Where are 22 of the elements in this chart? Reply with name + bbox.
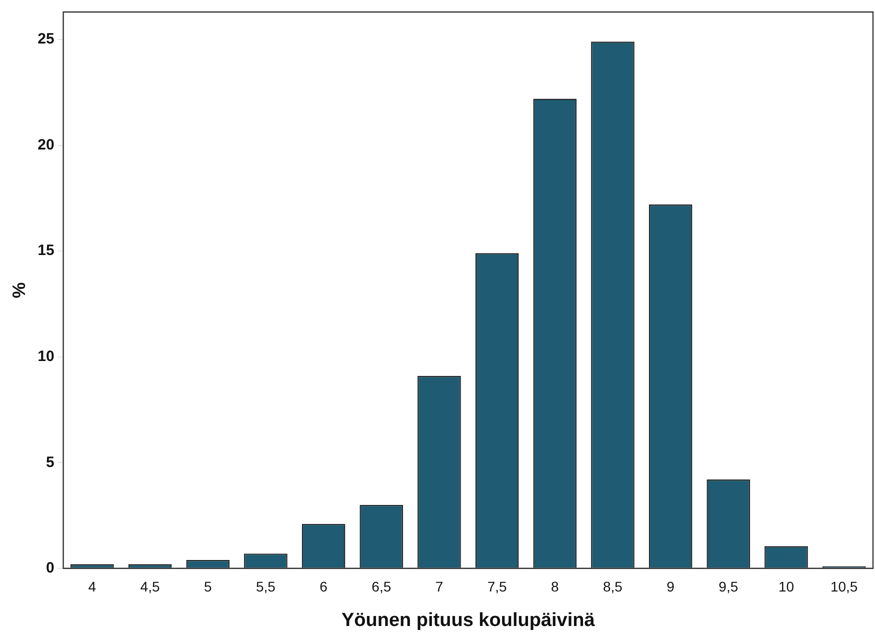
x-tick-label: 4: [88, 578, 96, 595]
x-tick-label: 7: [435, 578, 444, 595]
x-tick-label: 10,5: [830, 578, 858, 595]
y-tick-label: 20: [38, 136, 54, 154]
x-tick-label: 5: [204, 578, 212, 595]
x-tick-label: 5,5: [256, 578, 276, 595]
y-tick-label: 15: [38, 242, 54, 260]
y-tick-label: 0: [46, 560, 54, 577]
x-tick-label: 4,5: [140, 578, 160, 595]
x-tick-label: 8,5: [603, 578, 623, 595]
x-tick-label: 7,5: [487, 578, 507, 595]
x-tick-label: 9,5: [718, 578, 738, 595]
y-tick-label: 25: [38, 30, 54, 48]
y-tick-label: 5: [46, 454, 54, 471]
x-tick-label: 8: [551, 578, 559, 595]
x-tick-label: 6,5: [372, 578, 392, 595]
y-axis-title: %: [8, 282, 29, 298]
x-tick-label: 10: [778, 578, 794, 595]
y-tick-label: 10: [38, 348, 54, 365]
x-axis-title: Yöunen pituus koulupäivinä: [341, 610, 596, 631]
x-tick-label: 9: [666, 578, 675, 595]
x-tick-label: 6: [320, 578, 328, 595]
